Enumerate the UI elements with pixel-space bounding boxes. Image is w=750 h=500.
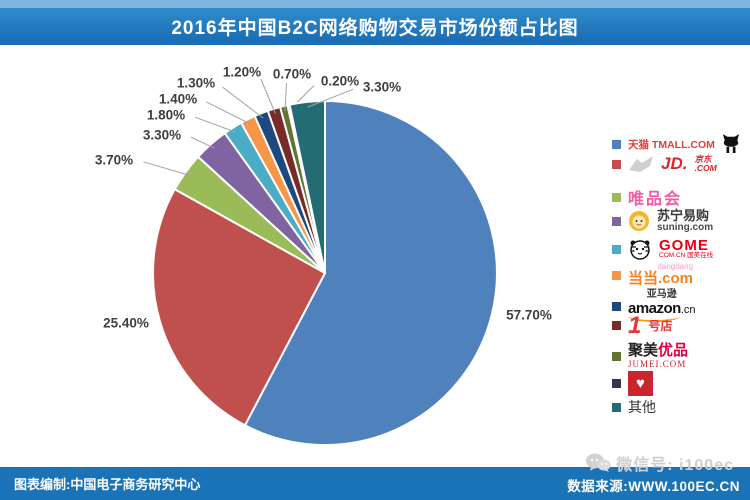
legend: 天猫 TMALL.COM JD. 京东 .COM 唯品会 <box>612 0 750 440</box>
source-text: 数据来源:WWW.100EC.CN <box>567 479 740 494</box>
legend-swatch <box>612 321 621 331</box>
amazon-logo-text: amazon <box>628 299 681 317</box>
leader-line-8 <box>284 82 287 112</box>
legend-item-tmall: 天猫 TMALL.COM <box>612 133 740 155</box>
legend-swatch <box>612 379 621 388</box>
credit-text: 图表编制:中国电子商务研究中心 <box>14 477 201 492</box>
legend-item-suning: 苏宁易购 suning.com <box>612 209 713 233</box>
leader-line-3 <box>190 136 215 149</box>
leader-line-5 <box>206 101 251 125</box>
legend-swatch <box>612 216 621 226</box>
amazon-suffix-text: .cn <box>680 303 696 316</box>
legend-swatch <box>612 301 621 311</box>
vip-logo-text: 唯品会 <box>628 191 683 208</box>
leader-line-7 <box>260 78 276 114</box>
jumei-part1-text: 聚美 <box>628 342 659 359</box>
tmall-cat-icon <box>722 134 740 153</box>
dangdang-logo-text: 当当.com <box>628 270 694 288</box>
legend-item-vip: 唯品会 <box>612 185 682 209</box>
jd-com-text: .COM <box>694 163 717 173</box>
jumei-part2-text: 优品 <box>658 342 689 359</box>
legend-item-amazon: 亚马逊 amazon.cn <box>612 289 696 323</box>
suning-url-text: suning.com <box>657 221 714 233</box>
leader-line-10 <box>307 88 354 108</box>
wechat-icon <box>586 453 611 472</box>
dangdang-pinyin-text: dangdang <box>657 262 694 271</box>
pie-slice-10 <box>288 100 326 274</box>
suning-lion-icon <box>629 211 649 232</box>
legend-item-gome: GOME COM.CN 国美在线 <box>612 237 713 261</box>
jd-dog-icon <box>629 156 653 172</box>
leader-line-2 <box>143 161 190 176</box>
pie-label-9: 0.20% <box>321 74 359 89</box>
title-bar: 2016年中国B2C网络购物交易市场份额占比图 <box>0 8 750 45</box>
yhd-number-text: 1 <box>628 312 642 339</box>
pie-label-8: 0.70% <box>273 67 311 82</box>
jd-logo-text: JD. <box>661 154 688 173</box>
top-light-strip <box>0 0 750 8</box>
legend-swatch <box>612 192 621 202</box>
red-heart-logo: ♥ <box>628 371 653 396</box>
legend-item-yhd: 1 号店 <box>612 312 673 339</box>
footer-bar: 图表编制:中国电子商务研究中心 数据来源:WWW.100EC.CN <box>0 467 750 500</box>
pie-label-2: 3.70% <box>95 153 133 168</box>
leader-line-4 <box>194 116 236 133</box>
legend-swatch <box>612 244 621 254</box>
legend-swatch <box>612 351 621 361</box>
gome-logo-text: GOME <box>659 236 709 254</box>
heart-icon: ♥ <box>636 375 645 392</box>
legend-swatch <box>612 270 621 280</box>
legend-swatch <box>612 139 621 149</box>
legend-item-dangdang: dangdang 当当.com <box>612 262 694 288</box>
amazon-cn-text: 亚马逊 <box>646 289 677 300</box>
wechat-watermark: 微信号: i100ec <box>585 451 734 475</box>
pie-label-5: 1.40% <box>159 92 197 107</box>
pie-label-4: 1.80% <box>147 108 185 123</box>
legend-item-heart-brand: ♥ <box>612 371 653 396</box>
gome-tiger-icon <box>630 240 650 260</box>
others-label: 其他 <box>628 399 656 415</box>
tmall-logo-text: 天猫 TMALL.COM <box>628 138 715 151</box>
amazon-smile-icon <box>628 316 680 323</box>
legend-item-jumei: 聚美优品 JUMEI.COM <box>612 343 688 369</box>
pie-label-10: 3.30% <box>363 80 401 95</box>
jd-cn-text: 京东 <box>694 153 712 164</box>
leader-line-6 <box>222 86 264 119</box>
pie-label-6: 1.30% <box>177 76 215 91</box>
legend-item-others: 其他 <box>612 397 656 417</box>
legend-swatch <box>612 402 621 412</box>
pie-label-0: 57.70% <box>506 308 552 323</box>
pie-label-1: 25.40% <box>103 316 149 331</box>
gome-sub-text: COM.CN 国美在线 <box>659 252 714 260</box>
pie-slice-0 <box>244 100 498 446</box>
wechat-id-text: 微信号: i100ec <box>616 457 734 474</box>
pie-label-3: 3.30% <box>143 128 181 143</box>
jumei-url-text: JUMEI.COM <box>628 358 687 369</box>
legend-item-jd: JD. 京东 .COM <box>612 154 717 174</box>
suning-cn-text: 苏宁易购 <box>657 208 710 223</box>
legend-swatch <box>612 159 621 169</box>
pie-slice-1 <box>152 188 326 427</box>
pie-label-7: 1.20% <box>223 65 261 80</box>
yhd-logo-text: 号店 <box>648 319 673 334</box>
chart-title: 2016年中国B2C网络购物交易市场份额占比图 <box>171 18 579 39</box>
